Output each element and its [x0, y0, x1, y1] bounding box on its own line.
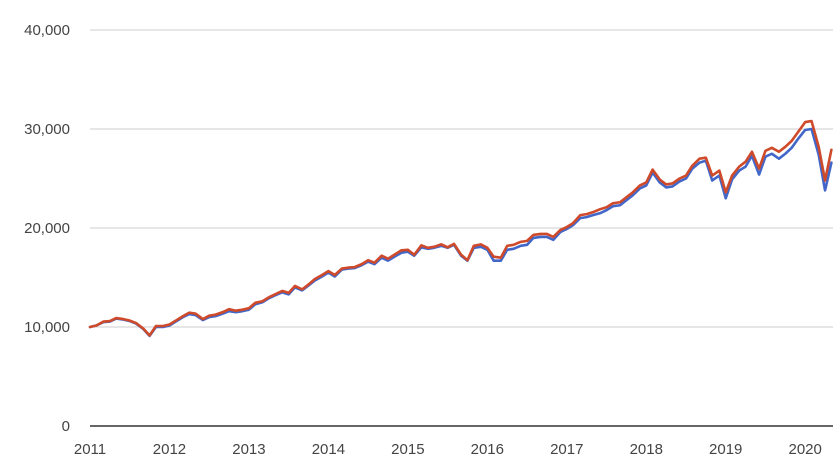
y-tick-label: 40,000	[24, 22, 70, 39]
y-tick-label: 0	[62, 418, 70, 435]
y-tick-label: 10,000	[24, 319, 70, 336]
x-tick-label: 2020	[788, 441, 821, 458]
x-tick-label: 2018	[630, 441, 663, 458]
y-axis-tick-labels: 0 10,000 20,000 30,000 40,000	[24, 22, 70, 435]
y-tick-label: 30,000	[24, 121, 70, 138]
series-line-2	[88, 119, 833, 337]
x-tick-label: 2012	[153, 441, 186, 458]
x-tick-label: 2016	[471, 441, 504, 458]
gridlines	[90, 29, 833, 427]
x-tick-label: 2015	[391, 441, 424, 458]
x-tick-label: 2019	[709, 441, 742, 458]
x-tick-label: 2011	[74, 441, 106, 458]
x-tick-label: 2013	[232, 441, 265, 458]
y-tick-label: 20,000	[24, 220, 70, 237]
x-tick-label: 2017	[550, 441, 583, 458]
x-axis-tick-labels: 2011 2012 2013 2014 2015 2016 2017 2018 2019 2020	[74, 441, 822, 458]
series-lines	[88, 119, 833, 338]
x-tick-label: 2014	[312, 441, 345, 458]
series-line-1	[88, 127, 833, 338]
